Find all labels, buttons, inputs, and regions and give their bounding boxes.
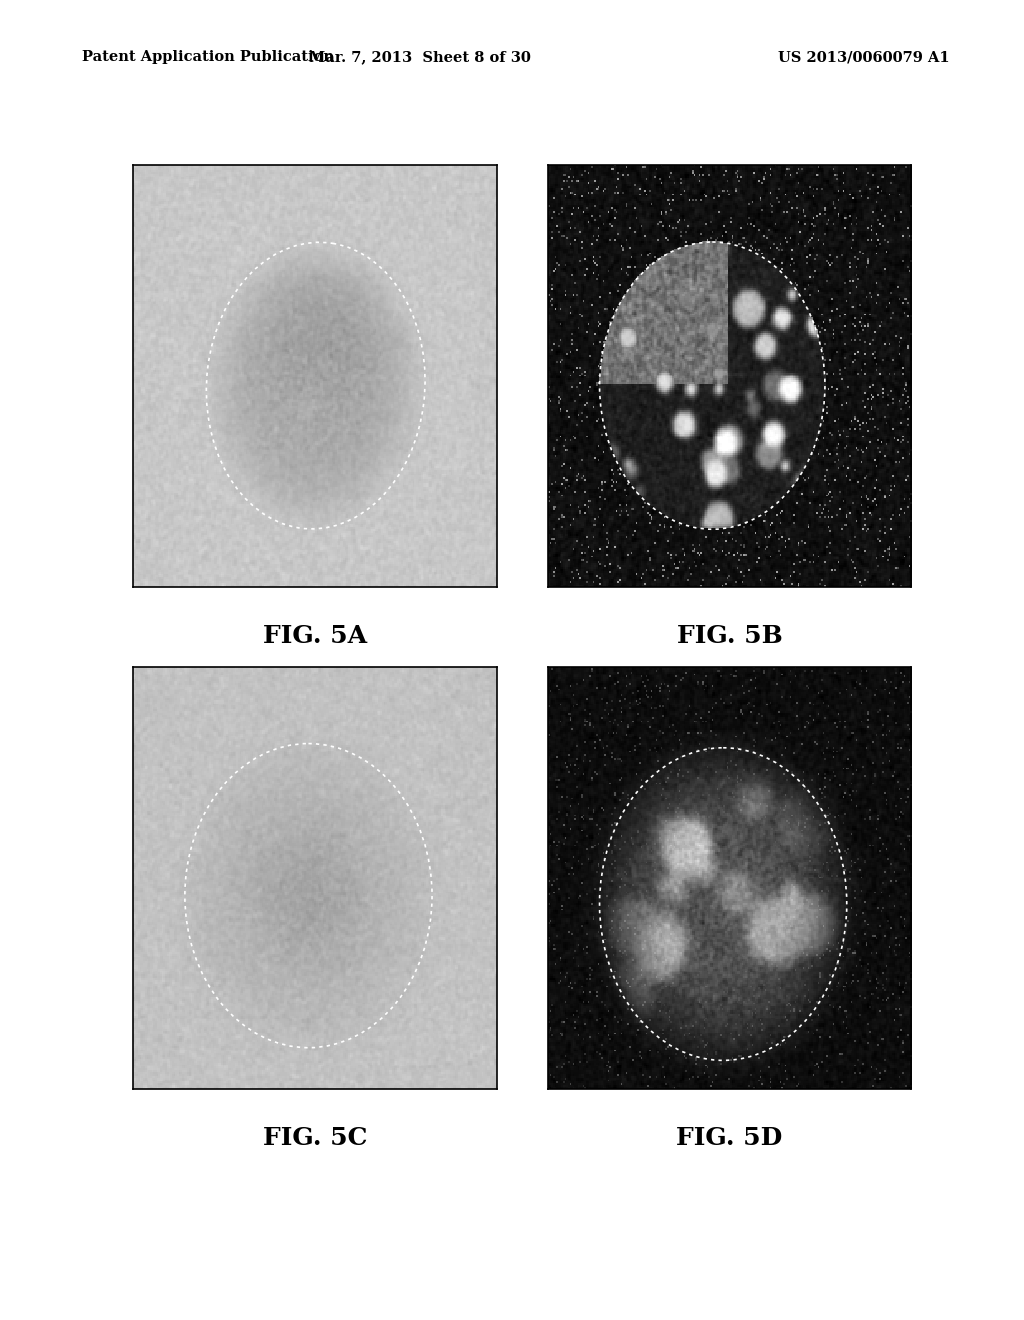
Text: US 2013/0060079 A1: US 2013/0060079 A1 bbox=[778, 50, 950, 65]
Text: FIG. 5B: FIG. 5B bbox=[677, 624, 782, 648]
Text: FIG. 5D: FIG. 5D bbox=[677, 1126, 782, 1150]
Text: FIG. 5A: FIG. 5A bbox=[263, 624, 367, 648]
Text: Mar. 7, 2013  Sheet 8 of 30: Mar. 7, 2013 Sheet 8 of 30 bbox=[309, 50, 530, 65]
Text: FIG. 5C: FIG. 5C bbox=[262, 1126, 368, 1150]
Text: Patent Application Publication: Patent Application Publication bbox=[82, 50, 334, 65]
